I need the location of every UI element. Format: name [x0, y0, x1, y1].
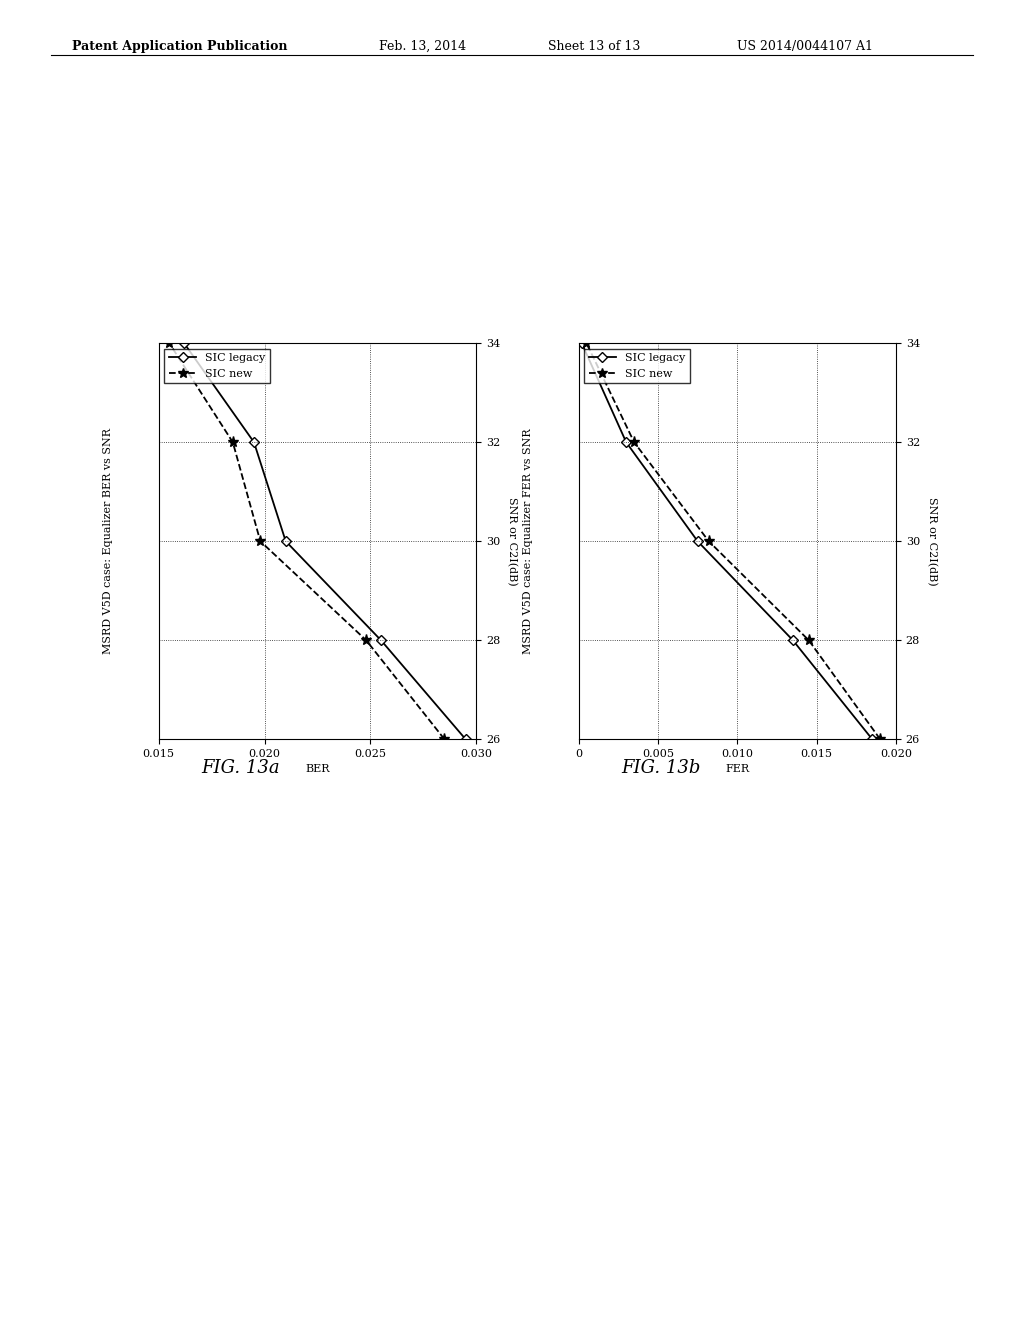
Line: SIC legacy: SIC legacy — [180, 339, 469, 743]
Text: US 2014/0044107 A1: US 2014/0044107 A1 — [737, 40, 873, 53]
SIC new — [360, 632, 373, 648]
SIC new — [226, 434, 239, 450]
SIC legacy — [248, 434, 260, 450]
SIC legacy — [691, 533, 703, 549]
SIC legacy — [575, 335, 588, 351]
Text: Patent Application Publication: Patent Application Publication — [72, 40, 287, 53]
SIC legacy — [280, 533, 292, 549]
X-axis label: BER: BER — [305, 764, 330, 775]
Text: MSRD V5D case: Equalizer FER vs SNR: MSRD V5D case: Equalizer FER vs SNR — [523, 429, 532, 653]
Y-axis label: SNR or C2I(dB): SNR or C2I(dB) — [507, 496, 517, 586]
SIC legacy — [866, 731, 879, 747]
Line: SIC new: SIC new — [164, 338, 450, 744]
SIC new — [254, 533, 266, 549]
Text: FIG. 13a: FIG. 13a — [202, 759, 280, 777]
SIC legacy — [178, 335, 190, 351]
SIC new — [163, 335, 175, 351]
SIC new — [628, 434, 640, 450]
X-axis label: FER: FER — [725, 764, 750, 775]
SIC new — [702, 533, 715, 549]
SIC legacy — [786, 632, 799, 648]
SIC new — [803, 632, 815, 648]
SIC legacy — [460, 731, 472, 747]
Y-axis label: SNR or C2I(dB): SNR or C2I(dB) — [927, 496, 937, 586]
Line: SIC legacy: SIC legacy — [579, 339, 876, 743]
Text: MSRD V5D case: Equalizer BER vs SNR: MSRD V5D case: Equalizer BER vs SNR — [103, 428, 113, 655]
SIC new — [873, 731, 886, 747]
SIC legacy — [375, 632, 387, 648]
Legend: SIC legacy, SIC new: SIC legacy, SIC new — [164, 348, 270, 383]
Text: Sheet 13 of 13: Sheet 13 of 13 — [548, 40, 640, 53]
Text: Feb. 13, 2014: Feb. 13, 2014 — [379, 40, 466, 53]
SIC legacy — [620, 434, 632, 450]
SIC new — [438, 731, 451, 747]
Legend: SIC legacy, SIC new: SIC legacy, SIC new — [584, 348, 690, 383]
SIC new — [581, 335, 593, 351]
Text: FIG. 13b: FIG. 13b — [621, 759, 700, 777]
Line: SIC new: SIC new — [581, 338, 886, 744]
